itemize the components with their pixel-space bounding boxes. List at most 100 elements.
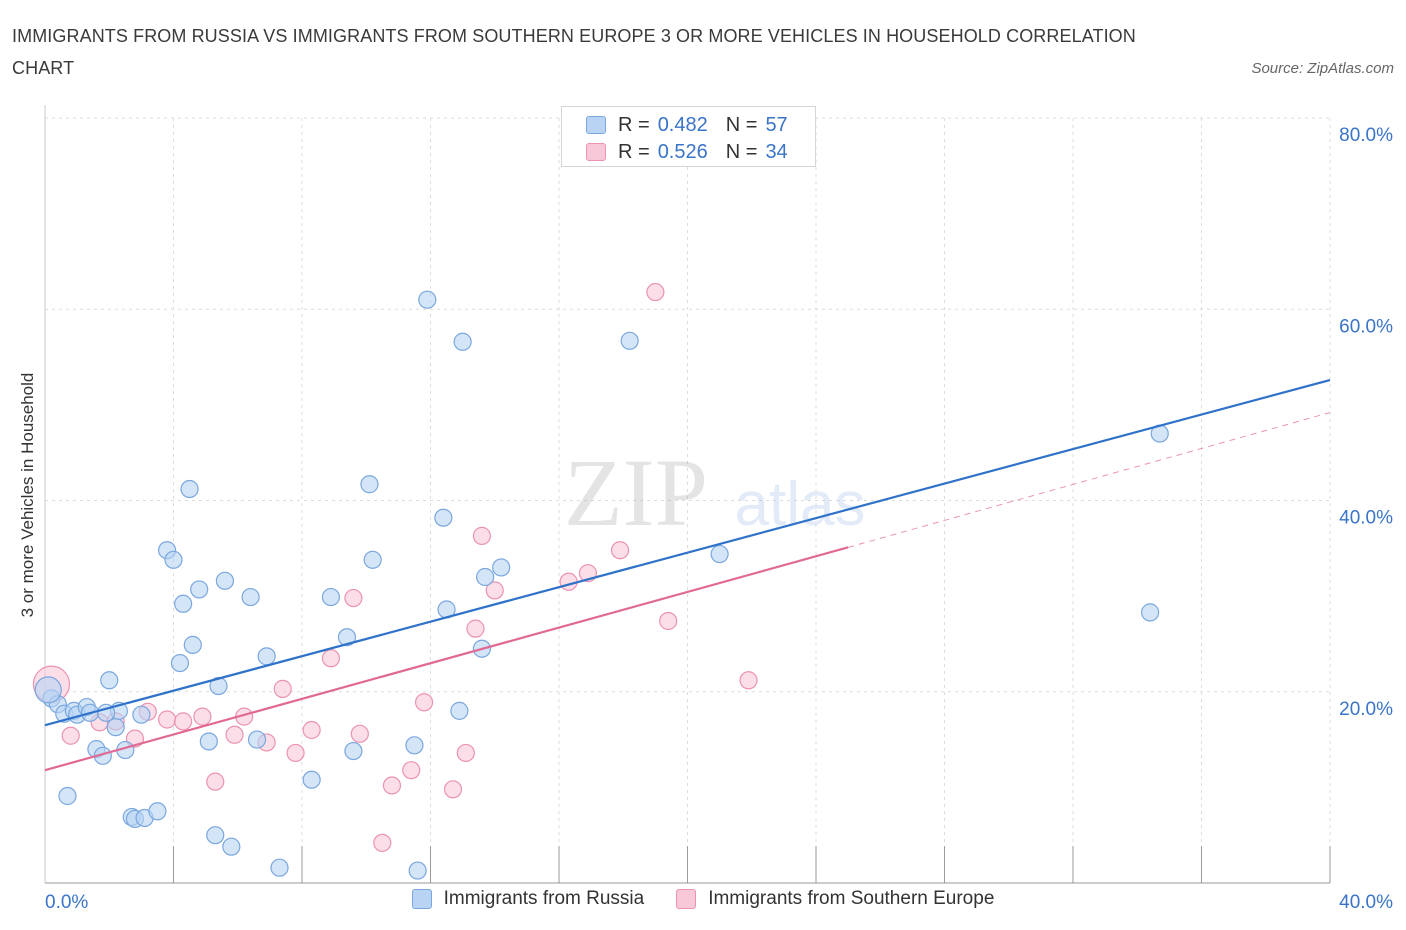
data-points [32,282,1169,880]
russia-point[interactable] [450,701,469,720]
russia-point[interactable] [58,786,77,806]
russia-trend-line [44,378,1331,727]
southern-europe-point[interactable] [193,707,212,726]
russia-point[interactable] [247,730,267,749]
russia-point[interactable] [363,550,382,569]
russia-point[interactable] [180,479,199,499]
southern-europe-point[interactable] [659,611,678,631]
russia-point[interactable] [100,671,119,690]
y-tick-label: 60.0% [1339,316,1393,337]
trend-lines [44,378,1331,772]
southern-europe-point[interactable] [225,725,244,744]
russia-n-label: N = [725,113,758,136]
southern-europe-n-label: N = [725,140,758,163]
southern-europe-point[interactable] [373,833,392,852]
southern-europe-point[interactable] [414,693,434,712]
southern-europe-point[interactable] [466,619,485,638]
southern-europe-r-label: R = [618,140,650,163]
russia-point[interactable] [492,558,511,577]
southern-europe-point[interactable] [321,649,341,668]
chart-title: IMMIGRANTS FROM RUSSIA VS IMMIGRANTS FRO… [12,26,1136,78]
russia-point[interactable] [132,705,151,724]
southern-europe-trend-extension [847,412,1331,548]
russia-point[interactable] [620,331,639,350]
y-tick-label: 40.0% [1339,508,1393,529]
russia-point[interactable] [183,635,202,654]
russia-point[interactable] [344,741,363,761]
southern-europe-point[interactable] [286,743,305,763]
watermark-zip: ZIP [564,439,708,546]
southern-europe-point[interactable] [559,572,578,591]
southern-europe-point[interactable] [739,671,758,690]
series-legend: Immigrants from Russia Immigrants from S… [0,888,1406,910]
russia-point[interactable] [270,858,289,877]
legend-southern-europe-swatch [676,889,697,909]
russia-point[interactable] [405,736,424,755]
russia-point[interactable] [408,861,427,880]
source-label: Source: ZipAtlas.com [1251,60,1394,77]
tick-labels: 20.0% 40.0% 60.0% 80.0% 0.0% 40.0% [45,125,1393,913]
southern-europe-point[interactable] [646,282,665,302]
southern-europe-swatch [586,143,606,161]
russia-point[interactable] [1140,603,1160,622]
southern-europe-point[interactable] [350,724,369,743]
legend-russia-label: Immigrants from Russia [443,888,645,909]
watermark-atlas: atlas [735,470,866,539]
southern-europe-point[interactable] [174,712,193,731]
southern-europe-r-value: 0.526 [657,140,708,163]
russia-point[interactable] [106,718,125,737]
southern-europe-point[interactable] [382,776,402,795]
southern-europe-point[interactable] [485,581,504,600]
russia-point[interactable] [418,290,437,309]
russia-point[interactable] [199,732,218,751]
russia-point[interactable] [215,571,234,590]
y-tick-label: 20.0% [1339,699,1393,720]
southern-europe-point[interactable] [472,526,491,545]
russia-point[interactable] [164,550,183,569]
southern-europe-point[interactable] [344,588,363,608]
russia-point[interactable] [434,508,453,527]
southern-europe-point[interactable] [61,726,80,745]
russia-point[interactable] [34,676,62,704]
legend-russia-swatch [411,889,432,909]
stats-row-russia: R = 0.482 N = 57 [586,113,788,137]
southern-europe-point[interactable] [610,541,630,560]
watermark: ZIP atlas [564,439,865,546]
russia-point[interactable] [174,594,193,613]
legend-item-russia[interactable]: Immigrants from Russia [411,888,645,910]
russia-point[interactable] [222,837,241,856]
russia-point[interactable] [241,587,260,607]
legend-item-southern-europe[interactable]: Immigrants from Southern Europe [676,888,994,910]
stats-legend: R = 0.482 N = 57 R = 0.526 N = 34 [561,106,816,167]
russia-r-label: R = [618,113,650,136]
russia-point[interactable] [148,802,167,821]
russia-point[interactable] [321,587,341,607]
russia-point[interactable] [710,544,729,564]
russia-point[interactable] [453,332,472,351]
axes [44,105,1331,884]
southern-europe-point[interactable] [402,761,421,780]
russia-point[interactable] [170,653,190,673]
y-tick-label: 80.0% [1339,125,1393,146]
southern-europe-point[interactable] [302,720,321,740]
russia-point[interactable] [476,567,495,587]
y-axis-label: 3 or more Vehicles in Household [18,372,37,618]
russia-point[interactable] [206,826,225,845]
southern-europe-point[interactable] [206,772,225,791]
russia-point[interactable] [190,580,209,599]
russia-point[interactable] [302,770,321,789]
russia-r-value: 0.482 [657,113,708,136]
russia-point[interactable] [337,628,357,647]
southern-europe-point[interactable] [157,710,177,729]
stats-row-southern-europe: R = 0.526 N = 34 [586,140,788,164]
russia-point[interactable] [257,647,276,666]
southern-europe-point[interactable] [443,780,463,799]
x-tick-label: 40.0% [1339,892,1393,913]
southern-europe-point[interactable] [456,743,475,763]
southern-europe-point[interactable] [273,679,292,698]
x-tick-label: 0.0% [45,892,88,913]
legend-southern-europe-label: Immigrants from Southern Europe [708,888,995,909]
southern-europe-trend-line [44,546,849,772]
russia-point[interactable] [360,475,379,494]
